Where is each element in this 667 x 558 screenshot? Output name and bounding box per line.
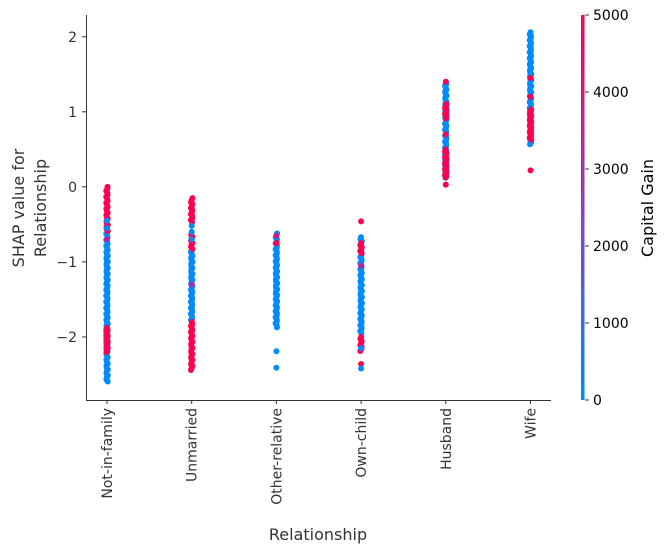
data-point bbox=[189, 245, 196, 252]
data-point bbox=[273, 232, 280, 239]
data-point bbox=[188, 236, 195, 243]
y-tick-label: −1 bbox=[56, 255, 77, 271]
colorbar-label: Capital Gain bbox=[638, 159, 657, 257]
colorbar-tick-label: 4000 bbox=[593, 85, 629, 101]
data-point bbox=[358, 360, 365, 367]
data-point bbox=[104, 217, 110, 224]
x-tick-label: Not-in-family bbox=[100, 408, 116, 499]
y-axis-label-line1: SHAP value for bbox=[9, 148, 28, 267]
y-tick-label: 0 bbox=[68, 180, 77, 196]
data-point bbox=[443, 115, 450, 122]
y-ticks: 2 1 0 −1 −2 bbox=[56, 30, 86, 346]
colorbar-ticks: 0 1000 2000 3000 4000 5000 bbox=[585, 8, 629, 409]
x-tick-label: Own-child bbox=[354, 408, 370, 478]
data-point bbox=[527, 75, 534, 82]
data-point bbox=[103, 348, 110, 355]
data-point bbox=[442, 174, 449, 181]
data-point bbox=[358, 262, 365, 269]
data-point bbox=[358, 250, 365, 257]
x-axis-label: Relationship bbox=[269, 525, 367, 544]
colorbar bbox=[581, 15, 585, 400]
x-tick-label: Wife bbox=[524, 408, 540, 439]
data-point bbox=[273, 348, 280, 355]
data-point bbox=[188, 281, 195, 288]
data-point bbox=[358, 365, 365, 372]
colorbar-tick-label: 2000 bbox=[593, 239, 629, 255]
data-point bbox=[273, 324, 280, 331]
points-layer bbox=[103, 29, 535, 385]
data-point bbox=[188, 228, 195, 235]
x-ticks: Not-in-family Unmarried Other-relative Own-… bbox=[100, 400, 540, 505]
data-point bbox=[527, 141, 534, 148]
data-point bbox=[527, 167, 534, 174]
data-point bbox=[358, 345, 365, 352]
colorbar-tick-label: 1000 bbox=[593, 316, 629, 332]
y-axis-label-line2: Relationship bbox=[31, 159, 50, 257]
y-tick-label: 2 bbox=[68, 30, 77, 46]
data-point bbox=[273, 364, 280, 371]
data-point bbox=[442, 78, 449, 85]
y-tick-label: −2 bbox=[56, 330, 77, 346]
data-point bbox=[104, 225, 110, 232]
colorbar-tick-label: 5000 bbox=[593, 8, 629, 24]
y-tick-label: 1 bbox=[68, 105, 77, 121]
x-tick-label: Husband bbox=[439, 408, 455, 470]
data-point bbox=[528, 136, 535, 143]
data-point bbox=[187, 366, 194, 373]
data-point bbox=[358, 218, 365, 225]
data-point bbox=[188, 222, 195, 229]
colorbar-tick-label: 3000 bbox=[593, 162, 629, 178]
x-tick-label: Unmarried bbox=[185, 408, 201, 482]
data-point bbox=[527, 93, 534, 100]
data-point bbox=[442, 181, 449, 188]
data-point bbox=[104, 378, 111, 385]
data-point bbox=[442, 131, 449, 138]
x-tick-label: Other-relative bbox=[269, 408, 285, 505]
data-point bbox=[104, 236, 110, 243]
data-point bbox=[273, 240, 280, 247]
colorbar-tick-label: 0 bbox=[593, 393, 602, 409]
